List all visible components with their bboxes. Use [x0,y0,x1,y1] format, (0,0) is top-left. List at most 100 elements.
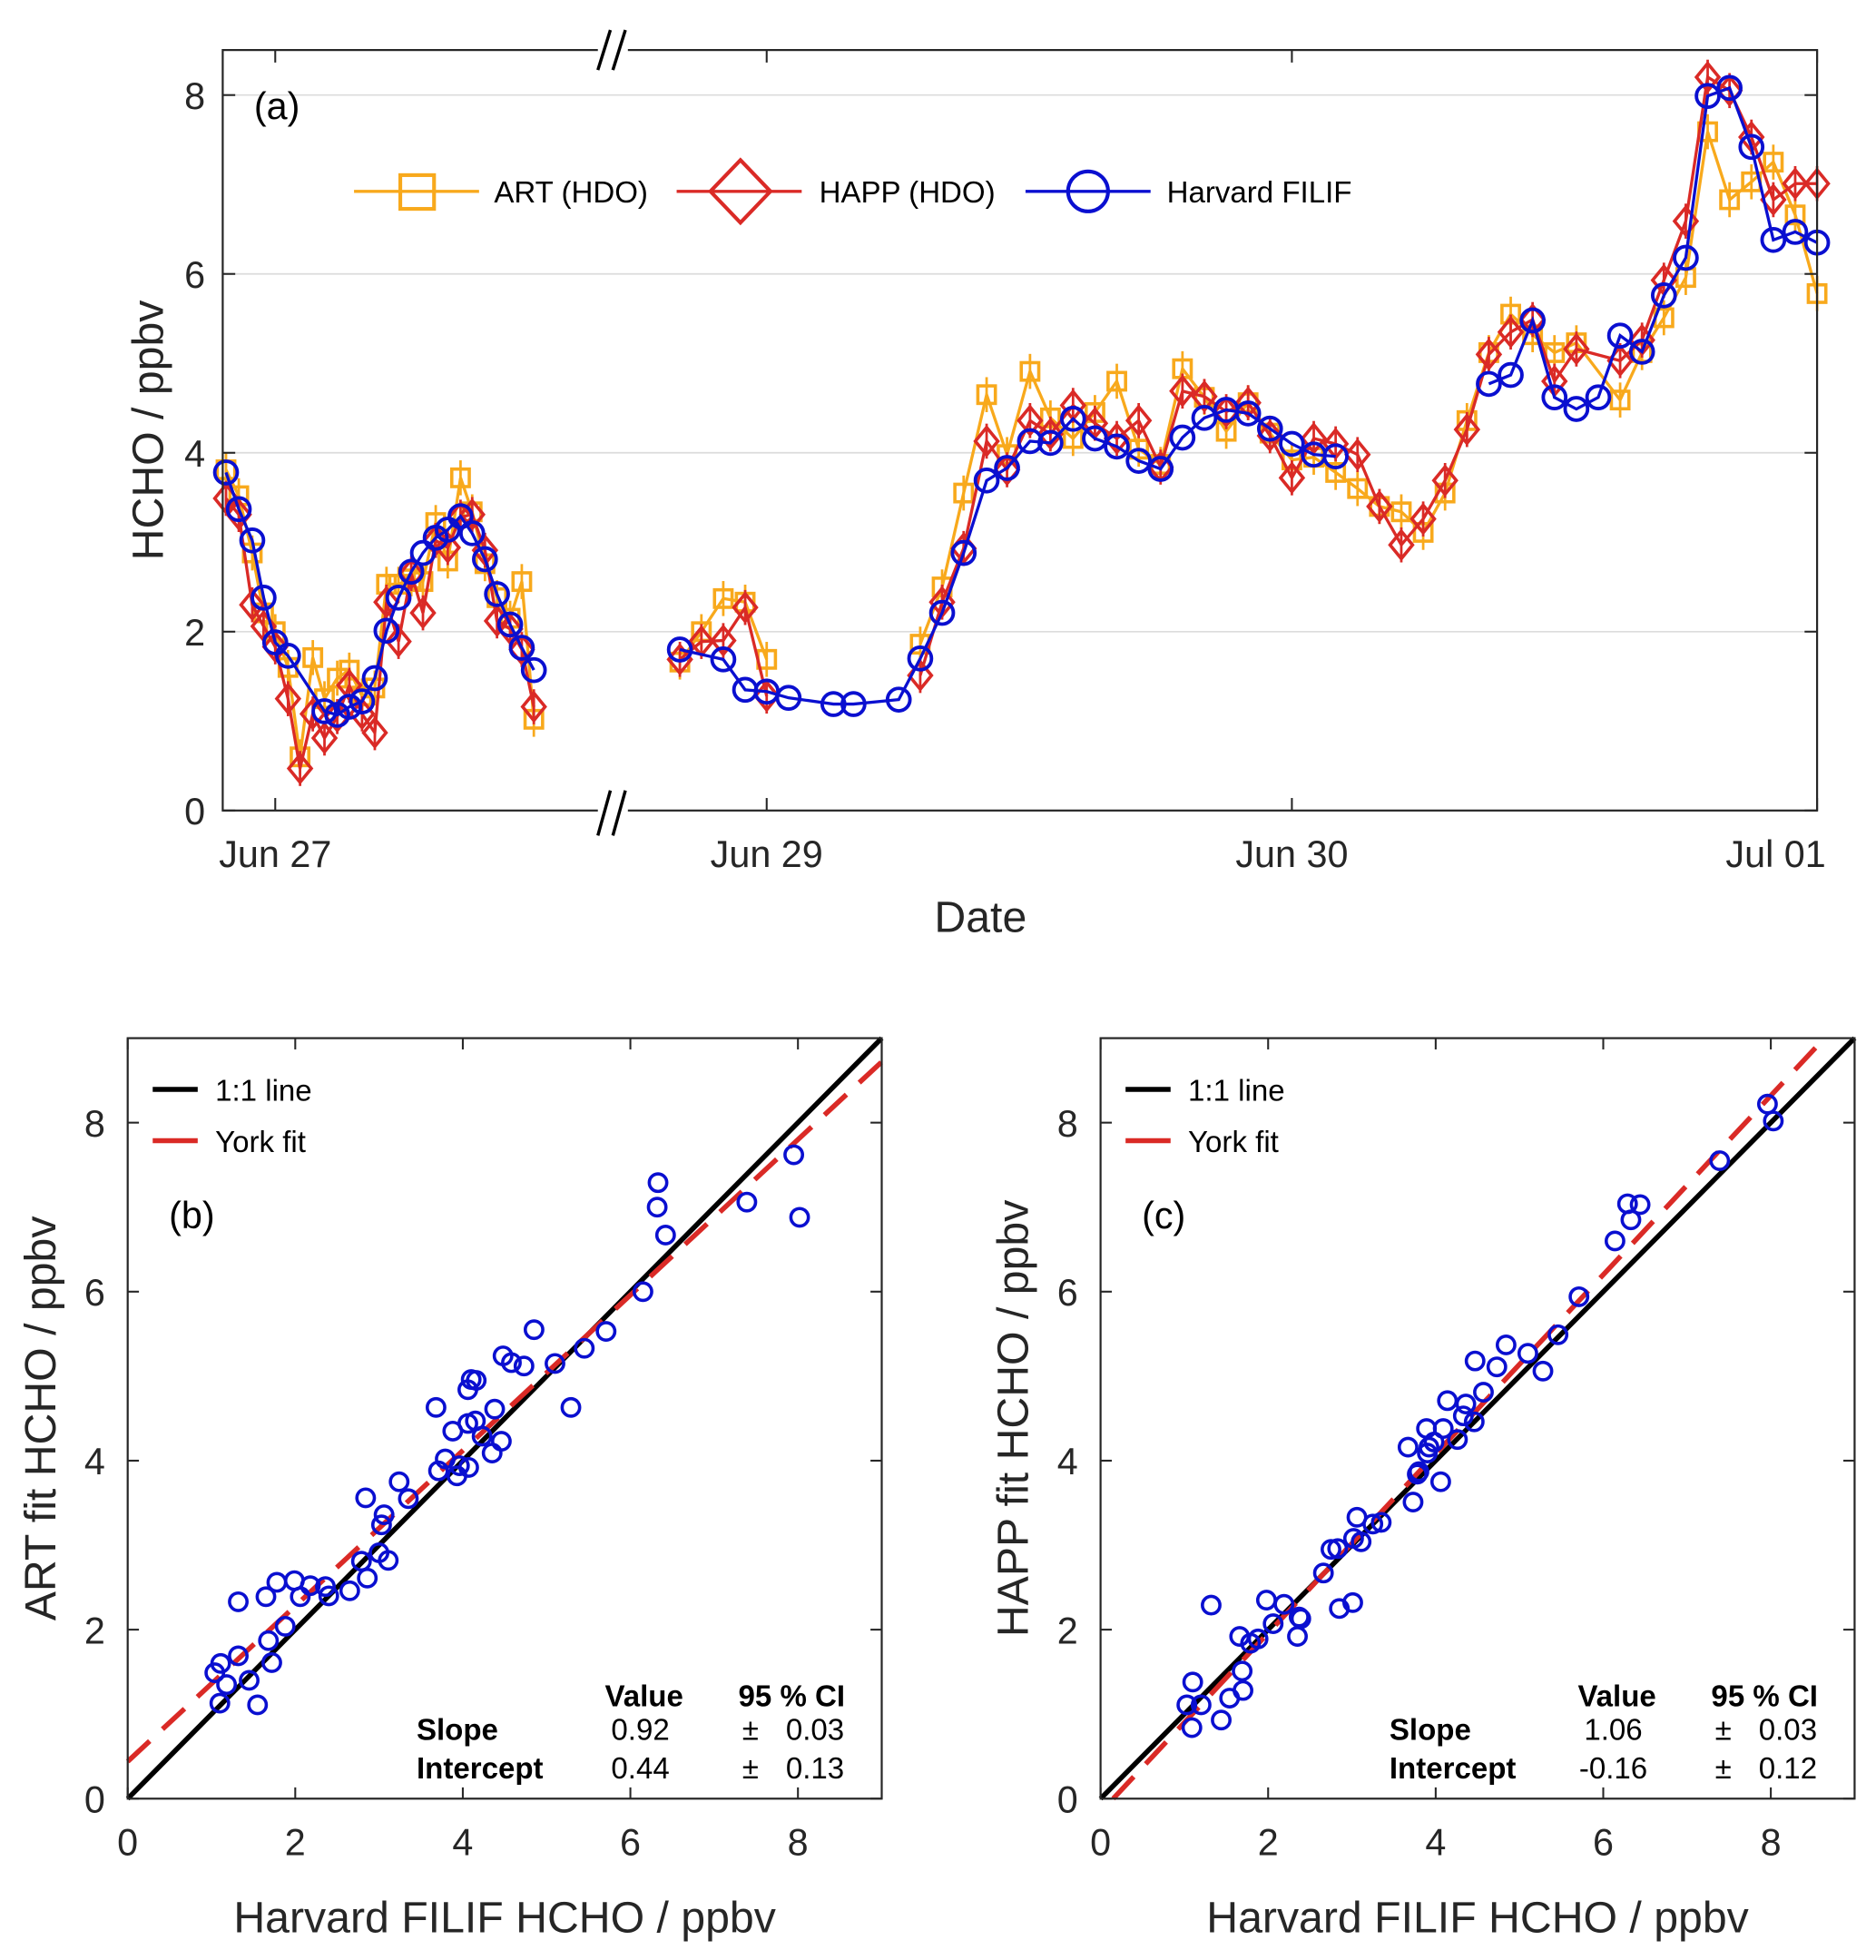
data-point-circle [1037,429,1064,457]
stats-value: 0.44 [611,1752,669,1786]
data-point [274,1615,296,1637]
data-point-square [1347,478,1369,499]
data-point [1568,1285,1590,1307]
data-point-diamond [398,556,425,590]
data-point-diamond [1017,404,1044,438]
data-point-diamond [1256,419,1284,453]
y-tick-label: 0 [184,791,205,832]
data-point-square [1763,152,1784,173]
y-tick-label: 4 [184,433,205,475]
data-point-circle [1782,219,1809,245]
data-point-circle [1673,244,1699,271]
data-point-diamond [1475,338,1503,371]
data-point [466,1370,487,1391]
data-point [1233,1679,1253,1701]
data-point [1176,1694,1198,1716]
data-point-diamond [239,588,266,622]
data-point-circle [349,688,376,714]
series-line-art [224,131,1819,757]
data-point-square [511,571,533,593]
data-point-diamond [973,424,1000,458]
data-point [789,1207,810,1228]
data-point [216,1674,238,1696]
data-point [1495,1335,1517,1355]
stats-value: 1.06 [1584,1714,1642,1748]
legend-label-one-to-one: 1:1 line [1188,1074,1285,1108]
data-point [490,1431,512,1452]
data-point [350,1551,372,1572]
y-tick-label: 4 [1057,1441,1078,1482]
x-tick-label: 6 [620,1821,641,1863]
data-point [1342,1591,1363,1613]
data-point-diamond [1760,182,1787,216]
data-point-circle [311,698,338,724]
square-marker-icon [398,172,437,212]
data-point [654,1225,676,1246]
data-point-circle [1191,405,1218,431]
data-point-diamond [520,690,547,724]
data-point-circle [373,617,400,645]
x-tick-label: Jun 29 [711,833,823,875]
data-point-circle [496,611,524,638]
data-point-circle [275,643,301,669]
data-point [1190,1694,1212,1716]
stats-ci: 0.13 [786,1752,844,1786]
data-point [266,1571,288,1593]
data-point-circle [1059,405,1086,432]
data-point-circle [666,636,693,663]
x-tick-label: Jun 27 [219,833,331,875]
data-point [1351,1531,1372,1552]
data-point [1402,1492,1424,1512]
data-point [1473,1382,1494,1403]
data-point-diamond [732,591,759,625]
data-point [647,1172,669,1194]
york-fit-line [125,1059,884,1764]
data-point-square [302,646,324,668]
stats-plus-minus: ± [1715,1714,1732,1748]
series-filif [212,74,1831,728]
data-point [1447,1429,1468,1451]
data-point [595,1321,617,1342]
series-art [215,113,1828,774]
data-point-diamond [1409,502,1437,536]
data-point [1709,1150,1731,1171]
panel-a-axes-box [221,49,1819,812]
data-point-diamond [385,625,412,658]
data-point-circle [710,645,737,673]
data-point [457,1456,479,1478]
panel-label: (c) [1142,1195,1185,1236]
data-point-diamond [710,624,737,657]
data-point [471,1425,493,1447]
circle-marker-icon [1066,169,1110,213]
stats-row-label: Intercept [417,1752,544,1786]
data-point [1616,1193,1638,1215]
data-point [632,1281,653,1303]
data-point-circle [820,691,847,717]
data-point [1327,1538,1349,1560]
data-point-diamond [1431,464,1459,497]
data-point-diamond [1191,379,1218,413]
x-tick-label: 6 [1593,1821,1614,1863]
stats-row-label: Intercept [1390,1752,1517,1786]
data-point [1362,1513,1384,1535]
data-point-circle [1650,282,1677,309]
data-point-square [976,384,997,406]
data-point-circle [1738,133,1765,161]
y-tick-label: 6 [84,1272,105,1314]
axes-box [126,1037,883,1800]
y-tick-label: 0 [1057,1778,1078,1820]
data-point-diamond [993,453,1021,487]
y-tick-label: 2 [84,1610,105,1651]
stats-ci: 0.03 [1759,1714,1817,1748]
data-point-square [1784,204,1806,226]
data-point-circle [1322,443,1349,470]
data-point [574,1337,595,1359]
data-point [1201,1594,1222,1616]
data-point [1463,1411,1485,1433]
y-tick-label: 2 [184,612,205,654]
data-point-circle [361,665,388,692]
stats-ci: 0.12 [1759,1752,1817,1786]
data-point [209,1692,231,1714]
data-point-square [1719,189,1741,211]
